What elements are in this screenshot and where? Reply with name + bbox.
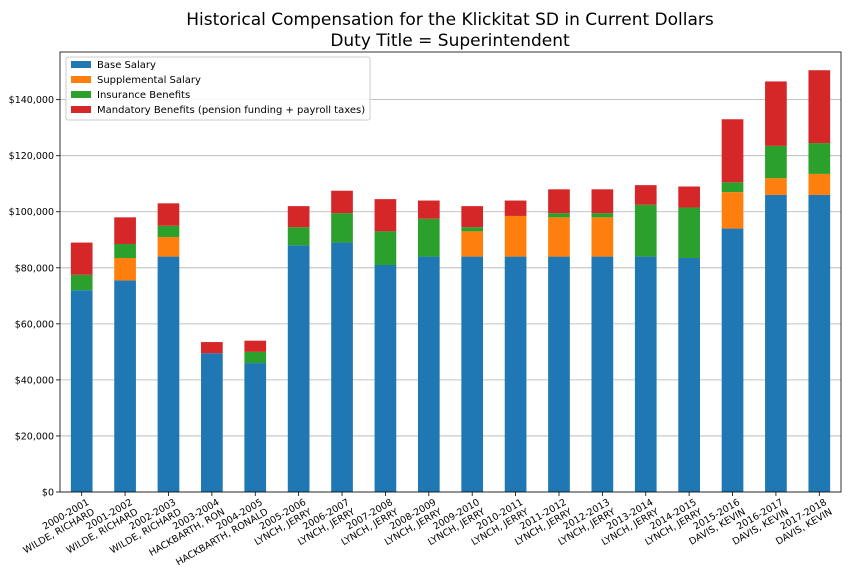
legend-label: Insurance Benefits <box>97 90 190 101</box>
bar-segment <box>417 200 440 219</box>
bar-segment <box>548 217 570 257</box>
bar-segment <box>765 194 787 492</box>
bar-segment <box>70 242 93 275</box>
bar-segment <box>634 256 657 492</box>
y-tick-label: $80,000 <box>15 263 54 274</box>
legend-box <box>65 56 371 121</box>
bar-segment <box>634 185 657 205</box>
bar-segment <box>417 256 440 492</box>
bar-segment <box>504 200 527 216</box>
bar-segment <box>114 280 136 492</box>
bar-segment <box>548 256 570 492</box>
bar-segment <box>201 342 223 354</box>
bar-segment <box>504 215 527 257</box>
bar-segment <box>591 217 614 257</box>
bar-segment <box>591 256 614 492</box>
bar-segment <box>114 257 136 281</box>
y-tick-label: $140,000 <box>9 95 54 106</box>
bar-segment <box>678 186 700 208</box>
bars <box>70 70 831 492</box>
bar-segment <box>287 206 310 228</box>
bar-segment <box>374 231 397 265</box>
bar-segment <box>331 242 353 492</box>
y-axis: $0 $20,000 $40,000 $60,000 $80,000 $100,000 $1… <box>9 95 60 499</box>
bar-segment <box>461 231 484 257</box>
legend-swatch <box>71 76 91 83</box>
bar-segment <box>504 256 527 492</box>
bar-segment <box>287 227 310 246</box>
bar-segment <box>765 145 787 179</box>
grid-lines <box>60 99 841 493</box>
bar-segment <box>114 217 136 244</box>
bar-segment <box>70 274 93 291</box>
bar-segment <box>461 256 484 492</box>
bar-segment <box>765 178 787 195</box>
legend-label: Supplemental Salary <box>97 75 201 86</box>
bar-segment <box>721 192 744 229</box>
bar-segment <box>417 218 440 257</box>
y-tick-label: $100,000 <box>9 207 54 218</box>
bar-segment <box>678 207 700 258</box>
bar-segment <box>114 243 136 258</box>
bar-segment <box>201 353 223 492</box>
bar-segment <box>634 204 657 257</box>
legend-label: Base Salary <box>97 60 156 71</box>
plot-frame <box>59 51 842 493</box>
bar-segment <box>374 264 397 492</box>
chart-title: Historical Compensation for the Klickita… <box>186 10 714 30</box>
bar-segment <box>808 194 831 492</box>
legend-swatch <box>71 106 91 113</box>
bar-segment <box>244 363 267 492</box>
legend-swatch <box>71 61 91 68</box>
bar-segment <box>157 203 180 226</box>
bar-segment <box>70 290 93 492</box>
bar-segment <box>721 182 744 193</box>
bar-segment <box>157 256 180 492</box>
bar-segment <box>808 173 831 195</box>
bar-segment <box>808 70 831 144</box>
bar-segment <box>548 189 570 214</box>
bar-segment <box>331 190 353 214</box>
bar-segment <box>548 213 570 218</box>
y-tick-label: $120,000 <box>9 151 54 162</box>
legend-label: Mandatory Benefits (pension funding + pa… <box>97 105 365 116</box>
bar-segment <box>461 206 484 228</box>
bar-segment <box>721 119 744 183</box>
bar-segment <box>808 143 831 174</box>
bar-segment <box>244 340 267 352</box>
bar-segment <box>721 228 744 492</box>
bar-segment <box>157 225 180 237</box>
chart-subtitle: Duty Title = Superintendent <box>330 31 570 51</box>
bar-segment <box>765 81 787 146</box>
bar-segment <box>591 213 614 218</box>
bar-segment <box>374 199 397 232</box>
bar-segment <box>244 351 267 364</box>
y-tick-label: $40,000 <box>15 375 54 386</box>
bar-segment <box>331 213 353 243</box>
legend: Base Salary Supplemental Salary Insurance … <box>65 56 371 121</box>
y-tick-label: $0 <box>42 488 54 499</box>
legend-swatch <box>71 91 91 98</box>
bar-segment <box>287 245 310 492</box>
bar-segment <box>678 257 700 492</box>
bar-segment <box>591 189 614 214</box>
bar-segment <box>461 227 484 232</box>
bar-segment <box>157 236 180 257</box>
y-tick-label: $20,000 <box>15 431 54 442</box>
y-tick-label: $60,000 <box>15 319 54 330</box>
